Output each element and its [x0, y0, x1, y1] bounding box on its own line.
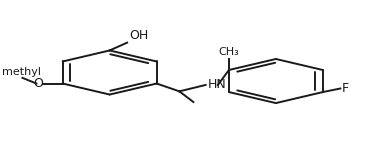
Text: HN: HN	[207, 78, 226, 91]
Text: CH₃: CH₃	[219, 48, 239, 58]
Text: O: O	[33, 77, 43, 90]
Text: OH: OH	[129, 29, 148, 42]
Text: methyl: methyl	[2, 67, 41, 77]
Text: F: F	[342, 82, 349, 95]
